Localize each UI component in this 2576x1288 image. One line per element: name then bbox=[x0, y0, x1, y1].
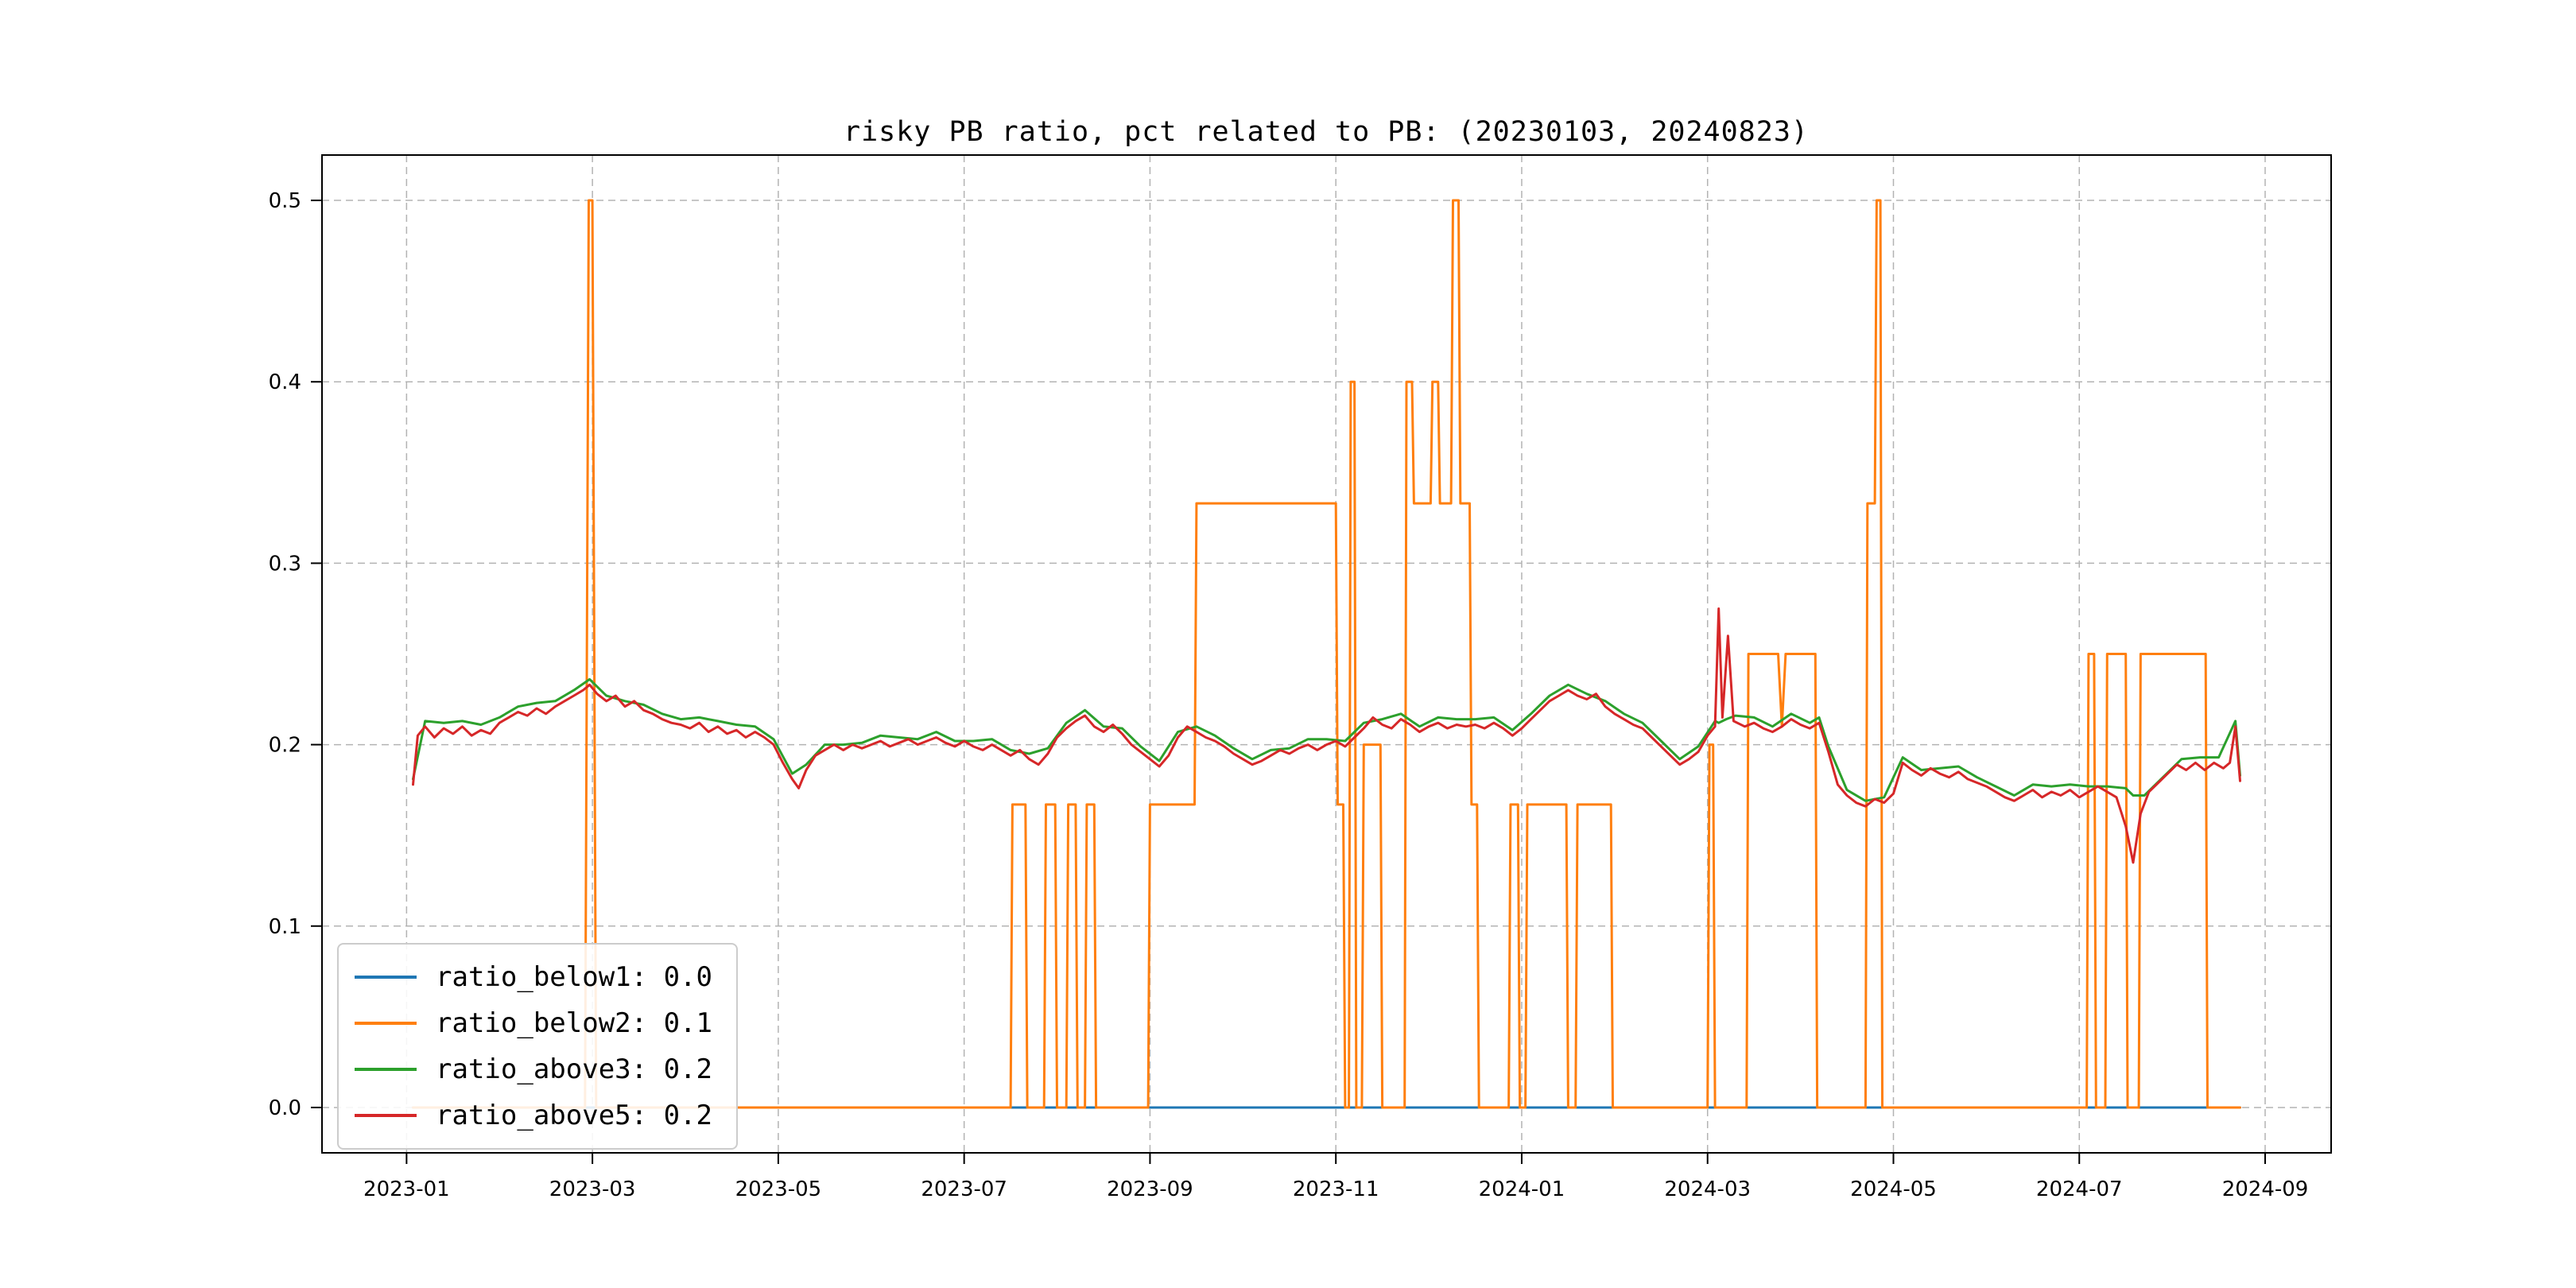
y-tick-label: 0.5 bbox=[269, 189, 301, 213]
x-tick-label: 2024-05 bbox=[1850, 1177, 1937, 1201]
legend-label: ratio_above3: 0.2 bbox=[436, 1053, 712, 1085]
x-tick-label: 2023-09 bbox=[1107, 1177, 1193, 1201]
legend-label: ratio_below1: 0.0 bbox=[436, 961, 712, 993]
series-line-1 bbox=[412, 199, 2241, 1109]
legend-item: ratio_below1: 0.0 bbox=[355, 956, 712, 999]
legend-line-swatch-red bbox=[355, 1114, 417, 1117]
x-tick-label: 2023-01 bbox=[363, 1177, 450, 1201]
x-tick-label: 2024-03 bbox=[1664, 1177, 1751, 1201]
y-tick-label: 0.2 bbox=[269, 734, 301, 758]
x-tick-label: 2024-01 bbox=[1479, 1177, 1565, 1201]
x-tick-label: 2024-07 bbox=[2036, 1177, 2123, 1201]
x-tick-label: 2023-03 bbox=[549, 1177, 636, 1201]
legend-item: ratio_above5: 0.2 bbox=[355, 1094, 712, 1137]
x-tick-label: 2023-05 bbox=[735, 1177, 822, 1201]
legend-line-swatch-green bbox=[355, 1068, 417, 1071]
series-line-2 bbox=[412, 677, 2241, 802]
chart-title: risky PB ratio, pct related to PB: (2023… bbox=[844, 116, 1809, 148]
y-tick-label: 0.4 bbox=[269, 370, 301, 394]
legend-item: ratio_above3: 0.2 bbox=[355, 1048, 712, 1091]
legend-label: ratio_above5: 0.2 bbox=[436, 1100, 712, 1131]
legend-label: ratio_below2: 0.1 bbox=[436, 1007, 712, 1039]
x-tick-label: 2023-07 bbox=[921, 1177, 1007, 1201]
y-tick-label: 0.0 bbox=[269, 1096, 301, 1120]
legend-line-swatch-orange bbox=[355, 1022, 417, 1025]
legend-item: ratio_below2: 0.1 bbox=[355, 1002, 712, 1045]
x-tick-label: 2024-09 bbox=[2222, 1177, 2309, 1201]
x-tick-label: 2023-11 bbox=[1293, 1177, 1379, 1201]
legend-line-swatch-blue bbox=[355, 976, 417, 979]
legend: ratio_below1: 0.0 ratio_below2: 0.1 rati… bbox=[337, 943, 738, 1150]
y-tick-label: 0.3 bbox=[269, 552, 301, 576]
series-line-3 bbox=[412, 607, 2241, 864]
plot-border bbox=[321, 154, 2332, 1154]
y-tick-label: 0.1 bbox=[269, 915, 301, 939]
